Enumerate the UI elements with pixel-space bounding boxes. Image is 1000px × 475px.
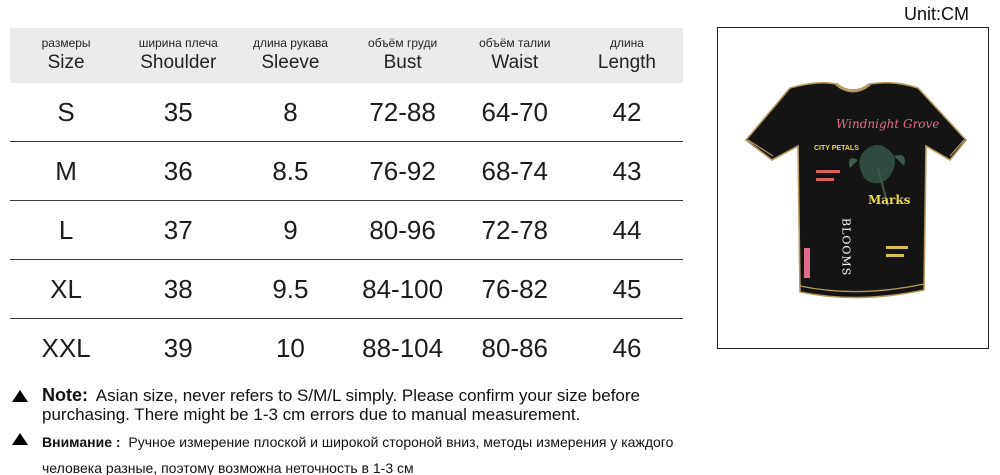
header-label-ru: объём груди	[368, 36, 438, 50]
sleeve-cell: 9.5	[272, 273, 309, 304]
bust-cell: 72-88	[369, 96, 436, 127]
shoulder-cell: 38	[163, 273, 193, 304]
unit-label: Unit:CM	[904, 4, 970, 24]
length-cell: 42	[612, 96, 642, 127]
header-shoulder: ширина плеча Shoulder	[122, 28, 234, 83]
bust-cell: 88-104	[362, 333, 444, 363]
waist-cell: 72-78	[481, 214, 549, 245]
triangle-bullet-icon	[12, 390, 28, 402]
print-text-blooms: BLOOMS	[840, 218, 853, 276]
table-row: XXL 39 10 88-104 80-86 46	[10, 319, 683, 378]
length-cell: 45	[612, 273, 642, 304]
sleeve-cell: 8.5	[272, 155, 309, 186]
print-text-marks: Marks	[868, 193, 911, 207]
note-text: Asian size, never refers to S/M/L simply…	[42, 386, 641, 424]
header-sleeve: длина рукава Sleeve	[234, 28, 346, 83]
header-label-ru: длина	[609, 36, 644, 50]
size-chart-table: размеры Size ширина плеча Shoulder длина…	[10, 28, 683, 378]
table-row: XL 38 9.5 84-100 76-82 45	[10, 260, 683, 319]
note-label: Note:	[42, 385, 88, 405]
size-cell: L	[58, 214, 74, 245]
bust-cell: 84-100	[362, 273, 444, 304]
header-size: размеры Size	[10, 28, 122, 83]
length-cell: 43	[612, 155, 642, 186]
header-length: длина Length	[571, 28, 683, 83]
note-label: Внимание :	[42, 434, 121, 450]
header-label-en: Size	[47, 52, 85, 73]
shoulder-cell: 35	[163, 96, 193, 127]
header-label-ru: объём талии	[479, 36, 551, 50]
header-label-en: Length	[597, 52, 656, 73]
triangle-bullet-icon	[12, 433, 28, 445]
shoulder-cell: 39	[163, 333, 193, 363]
waist-cell: 64-70	[481, 96, 549, 127]
waist-cell: 80-86	[481, 333, 549, 363]
header-bust: объём груди Bust	[347, 28, 459, 83]
sleeve-cell: 8	[283, 96, 298, 127]
table-row: L 37 9 80-96 72-78 44	[10, 201, 683, 260]
sleeve-cell: 10	[275, 333, 305, 363]
size-cell: S	[57, 96, 75, 127]
length-cell: 44	[612, 214, 642, 245]
table-row: M 36 8.5 76-92 68-74 43	[10, 142, 683, 201]
notes-section: Note: Asian size, never refers to S/M/L …	[12, 386, 702, 475]
header-label-en: Bust	[383, 52, 422, 73]
header-label-ru: длина рукава	[252, 36, 328, 50]
shoulder-cell: 37	[163, 214, 193, 245]
bust-cell: 80-96	[369, 214, 436, 245]
note-russian: Внимание : Ручное измерение плоской и ши…	[12, 429, 702, 475]
size-cell: XXL	[41, 333, 91, 363]
bust-cell: 76-92	[369, 155, 436, 186]
note-english: Note: Asian size, never refers to S/M/L …	[12, 386, 702, 424]
header-label-en: Sleeve	[261, 52, 320, 73]
shoulder-cell: 36	[163, 155, 193, 186]
header-label-ru: ширина плеча	[138, 36, 218, 50]
header-label-ru: размеры	[41, 36, 91, 50]
print-text-windnight: Windnight Grove	[836, 117, 939, 131]
note-text: Ручное измерение плоской и широкой сторо…	[42, 434, 674, 475]
size-cell: M	[55, 155, 77, 186]
print-text-city: CITY PETALS	[814, 145, 859, 152]
waist-cell: 76-82	[481, 273, 549, 304]
waist-cell: 68-74	[481, 155, 549, 186]
header-waist: объём талии Waist	[459, 28, 571, 83]
header-label-en: Shoulder	[140, 52, 217, 73]
sleeve-cell: 9	[283, 214, 298, 245]
table-header: размеры Size ширина плеча Shoulder длина…	[10, 28, 683, 83]
length-cell: 46	[612, 333, 642, 363]
product-image-frame: Windnight Grove CITY PETALS Marks BLOOMS	[717, 27, 989, 349]
header-label-en: Waist	[491, 52, 539, 73]
size-cell: XL	[50, 273, 82, 304]
table-row: S 35 8 72-88 64-70 42	[10, 83, 683, 142]
tshirt-icon: Windnight Grove CITY PETALS Marks BLOOMS	[744, 81, 968, 299]
